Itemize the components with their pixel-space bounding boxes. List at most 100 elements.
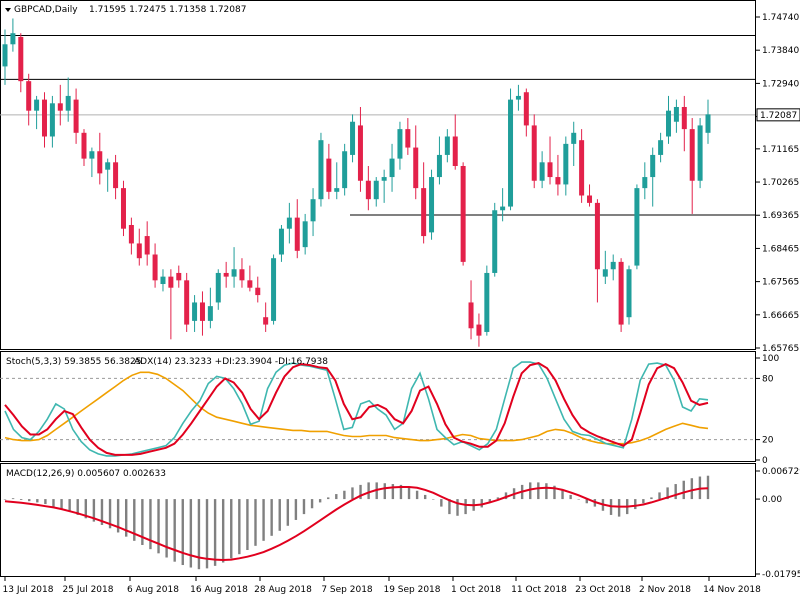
macd-histogram-bar (173, 499, 176, 562)
macd-histogram-bar (238, 499, 241, 555)
macd-histogram-bar (359, 484, 362, 500)
macd-histogram-bar (537, 482, 540, 500)
candle-body (381, 177, 387, 181)
candle-body (184, 280, 190, 325)
price-tick-label: 1.73840 (762, 46, 799, 56)
x-tick-label: 19 Sep 2018 (383, 585, 440, 595)
candle-body (57, 103, 63, 111)
macd-histogram-bar (181, 499, 184, 566)
macd-histogram-bar (60, 499, 63, 510)
candle-body (231, 269, 237, 277)
current-price-label: 1.72087 (760, 111, 797, 121)
candle-body (278, 228, 284, 255)
candle-body (152, 254, 158, 281)
candle-body (73, 99, 79, 133)
macd-histogram-bar (407, 486, 411, 500)
axes: 1.747401.738401.729401.720401.711651.702… (3, 13, 800, 595)
macd-histogram-bar (149, 499, 152, 550)
macd-histogram-bar (553, 485, 556, 500)
macd-histogram-bar (351, 487, 354, 500)
macd-histogram-bar (286, 499, 290, 526)
candle-body (207, 306, 213, 321)
macd-histogram-bar (642, 499, 645, 504)
macd-histogram-bar (674, 484, 677, 500)
macd-histogram-bar (246, 499, 249, 550)
candle-body (199, 302, 205, 321)
candle-body (26, 81, 32, 111)
macd-histogram-bar (44, 499, 47, 505)
macd-histogram-bar (343, 490, 346, 500)
macd-histogram-bar (634, 499, 637, 510)
macd-histogram-bar (706, 475, 710, 500)
macd-histogram-bar (561, 489, 564, 500)
macd-histogram-bar (52, 499, 55, 507)
price-tick-label: 1.70265 (762, 178, 799, 188)
candle-body (81, 132, 87, 159)
stoch-tick-label: 100 (762, 354, 779, 364)
candle-body (89, 151, 95, 159)
macd-histogram-bar (230, 499, 233, 559)
candle-body (136, 243, 142, 259)
macd-histogram-bar (504, 492, 508, 500)
macd-histogram-bar (432, 499, 435, 500)
candle-body (34, 99, 40, 111)
macd-histogram-bar (327, 497, 330, 500)
macd-histogram-bar (68, 499, 71, 512)
x-tick-label: 6 Aug 2018 (127, 585, 179, 595)
macd-panel (0, 463, 756, 577)
macd-histogram-bar (270, 499, 273, 536)
macd-header: MACD(12,26,9) 0.005607 0.002633 (6, 469, 166, 479)
candle-body (310, 199, 316, 222)
macd-histogram-bar (262, 499, 265, 541)
candle-body (318, 140, 324, 200)
macd-histogram-bar (488, 499, 492, 503)
macd-histogram-bar (84, 499, 88, 519)
candle-body (247, 280, 253, 288)
stoch-tick-label: 0 (762, 456, 768, 466)
candle-body (673, 106, 679, 122)
candle-body (334, 188, 340, 192)
candle-body (689, 129, 695, 181)
x-tick-label: 2 Nov 2018 (639, 585, 691, 595)
candle-body (587, 195, 593, 203)
macd-histogram-bar (569, 494, 572, 500)
candle-body (176, 272, 182, 281)
candle-body (508, 99, 514, 207)
candle-body (658, 140, 664, 155)
stoch-tick-label: 20 (762, 436, 774, 446)
stoch-line-adx (4, 371, 709, 445)
x-tick-label: 23 Oct 2018 (575, 585, 631, 595)
macd-histogram-bar (141, 499, 144, 545)
macd-tick-label: 0.00 (762, 495, 782, 505)
candle-body (626, 269, 632, 318)
candle-body (239, 269, 245, 281)
candle-body (215, 272, 221, 303)
macd-histogram-bar (658, 492, 661, 500)
macd-histogram-bar (28, 499, 31, 502)
candle-body (515, 95, 521, 100)
candle-body (97, 151, 103, 174)
macd-histogram-bar (496, 497, 500, 500)
x-tick-label: 14 Nov 2018 (703, 585, 761, 595)
macd-histogram-bar (221, 499, 225, 563)
dropdown-triangle-icon[interactable] (5, 8, 11, 12)
macd-histogram-bar (76, 499, 79, 515)
candle-body (523, 92, 529, 126)
candle-body (539, 162, 545, 181)
macd-histogram-bar (399, 484, 403, 500)
price-tick-label: 1.67565 (762, 278, 799, 288)
macd-histogram-bar (367, 482, 370, 500)
candle-body (602, 269, 608, 277)
macd-histogram-bar (545, 483, 548, 500)
candle-body (476, 324, 482, 336)
candle-body (144, 236, 150, 255)
price-tick-label: 1.71165 (762, 145, 799, 155)
candle-body (618, 261, 624, 325)
candle-body (531, 125, 537, 181)
candle-body (650, 154, 656, 178)
price-tick-label: 1.72940 (762, 79, 799, 89)
macd-histogram-bar (448, 499, 451, 515)
macd-histogram-bar (125, 499, 128, 537)
macd-histogram-bar (585, 499, 588, 504)
